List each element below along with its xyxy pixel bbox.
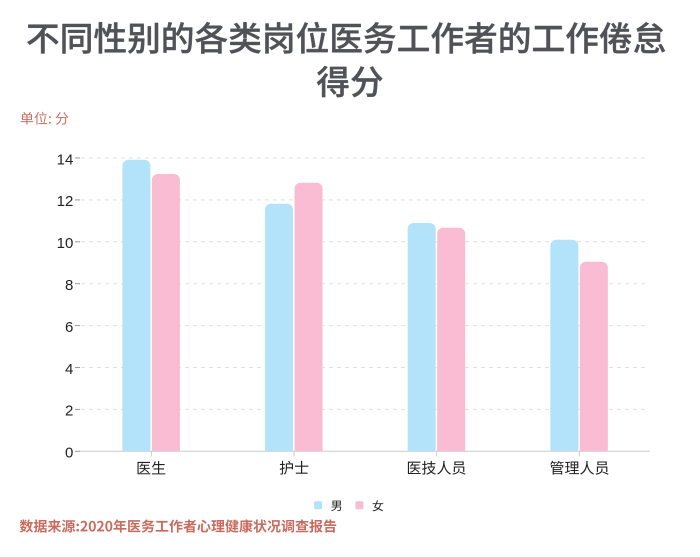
svg-text:2: 2 xyxy=(65,403,73,420)
svg-text:6: 6 xyxy=(65,319,73,336)
svg-text:12: 12 xyxy=(57,193,74,210)
svg-text:4: 4 xyxy=(65,361,73,378)
svg-text:14: 14 xyxy=(57,151,74,168)
svg-text:0: 0 xyxy=(65,445,73,462)
svg-text:8: 8 xyxy=(65,277,73,294)
svg-text:10: 10 xyxy=(57,235,74,252)
